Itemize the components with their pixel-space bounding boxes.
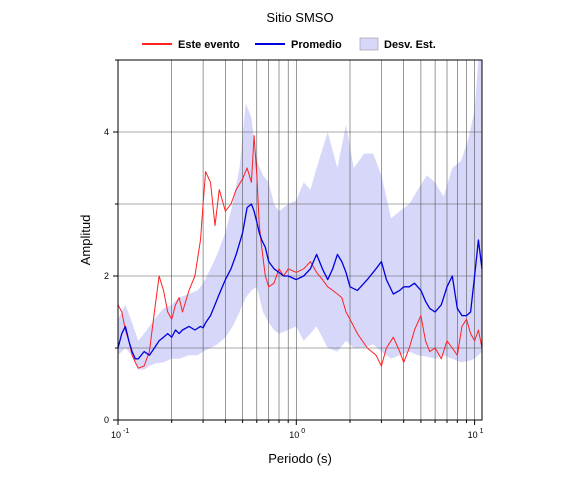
series-line-promedio [117, 203, 483, 360]
legend-label: Promedio [291, 39, 342, 51]
legend-label: Este evento [178, 39, 240, 51]
y-tick-label: 2 [104, 271, 109, 281]
legend-swatch-band [359, 37, 379, 51]
x-tick-label: 10 [289, 430, 299, 440]
series-line-este-evento [117, 135, 483, 369]
x-tick-label-exponent: 0 [301, 428, 305, 435]
x-axis-label: Periodo (s) [268, 451, 332, 466]
y-tick-label: 4 [104, 127, 109, 137]
x-tick-label-exponent: 1 [480, 428, 484, 435]
grid-layer [117, 60, 482, 420]
x-tick-label-exponent: -1 [123, 428, 129, 435]
legend-label: Desv. Est. [384, 39, 436, 51]
x-tick-label: 10 [111, 430, 121, 440]
plot-frame [117, 59, 483, 421]
series-layer [117, 135, 483, 369]
std-band-layer [118, 60, 482, 370]
legend: Este evento Promedio Desv. Est. [142, 37, 436, 51]
y-axis-label: Amplitud [78, 215, 93, 266]
chart-title: Sitio SMSO [266, 10, 333, 25]
std-band-area [118, 60, 482, 370]
x-tick-label: 10 [468, 430, 478, 440]
y-tick-label: 0 [104, 415, 109, 425]
